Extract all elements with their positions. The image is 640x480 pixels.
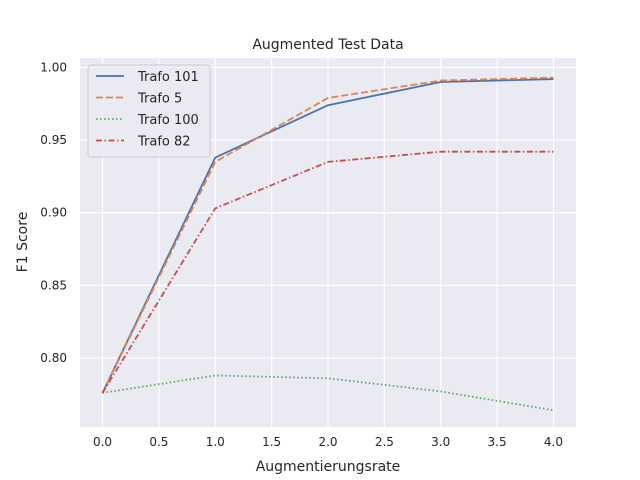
legend-label: Trafo 5 <box>137 92 182 107</box>
x-tick-label: 4.0 <box>544 435 563 449</box>
grid <box>80 58 576 427</box>
y-tick-label: 0.80 <box>40 351 67 365</box>
series-line-trafo-82 <box>101 150 554 394</box>
x-tick-label: 0.5 <box>149 435 168 449</box>
x-tick-label: 1.5 <box>262 435 281 449</box>
legend: Trafo 101 Trafo 5 Trafo 100 Trafo 82 <box>87 64 211 158</box>
series-line-trafo-101 <box>101 78 554 394</box>
legend-label: Trafo 101 <box>137 70 199 85</box>
x-tick-label: 1.0 <box>206 435 225 449</box>
chart-title: Augmented Test Data <box>252 37 403 53</box>
y-tick-label: 0.90 <box>40 206 67 220</box>
x-tick-label: 2.5 <box>375 435 394 449</box>
y-tick-label: 0.95 <box>40 133 67 147</box>
x-tick-label: 3.0 <box>431 435 450 449</box>
series-line-trafo-100 <box>102 374 554 412</box>
x-tick-label: 3.5 <box>488 435 507 449</box>
y-axis-label: F1 Score <box>15 212 31 273</box>
legend-label: Trafo 82 <box>137 135 191 150</box>
legend-label: Trafo 100 <box>137 113 199 128</box>
y-tick-label: 0.85 <box>40 278 67 292</box>
x-axis-label: Augmentierungsrate <box>256 459 401 475</box>
y-ticks: 0.80 0.85 0.90 0.95 1.00 <box>40 60 67 365</box>
y-tick-label: 1.00 <box>40 60 67 74</box>
x-tick-label: 2.0 <box>318 435 337 449</box>
legend-box <box>87 64 211 158</box>
series-line-trafo-5 <box>101 76 554 394</box>
series-layer <box>101 76 554 412</box>
x-ticks: 0.0 0.5 1.0 1.5 2.0 2.5 3.0 3.5 4.0 <box>93 435 563 449</box>
x-tick-label: 0.0 <box>93 435 112 449</box>
